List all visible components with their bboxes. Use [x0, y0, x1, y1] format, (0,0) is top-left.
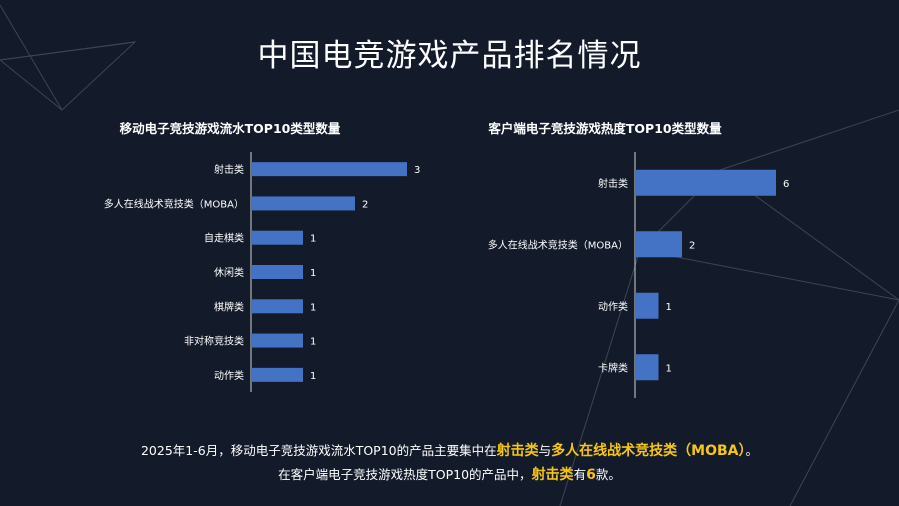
bar	[635, 292, 659, 319]
bar	[251, 367, 303, 382]
category-label: 卡牌类	[598, 361, 628, 374]
category-label: 射击类	[214, 163, 244, 176]
summary-text: 。	[745, 443, 759, 458]
value-label: 1	[666, 363, 672, 374]
summary-highlight: 射击类	[531, 467, 574, 483]
mobile-esports-chart-plot: 射击类 3 多人在线战术竞技类（MOBA） 2 自走棋类 1 休闲类 1 棋牌类 1 非对称竞技类 1…	[104, 152, 420, 392]
bar	[635, 169, 776, 196]
value-label: 1	[310, 371, 316, 382]
bar	[251, 265, 303, 279]
bar	[251, 230, 303, 245]
summary-text: 与	[538, 443, 552, 458]
category-label: 多人在线战术竞技类（MOBA）	[488, 238, 628, 251]
category-label: 棋牌类	[214, 300, 244, 313]
summary-highlight: 6	[586, 467, 596, 483]
bar	[635, 354, 659, 381]
summary-text: 款。	[595, 467, 621, 482]
summary-highlight: 多人在线战术竞技类（MOBA）	[551, 443, 746, 459]
summary-text: 2025年1-6月，移动电子竞技游戏流水TOP10的产品主要集中在	[140, 443, 497, 458]
summary-highlight: 射击类	[496, 443, 539, 459]
summary-line-2: 在客户端电子竞技游戏热度TOP10的产品中，射击类有6款。	[0, 464, 899, 484]
client-esports-chart-plot: 射击类 6 多人在线战术竞技类（MOBA） 2 动作类 1 卡牌类 1	[488, 152, 789, 398]
category-label: 自走棋类	[204, 232, 244, 245]
value-label: 1	[310, 268, 316, 279]
value-label: 6	[783, 179, 789, 190]
chart-title: 客户端电子竞技游戏热度TOP10类型数量	[488, 121, 722, 136]
bar	[251, 162, 407, 177]
category-label: 休闲类	[214, 266, 244, 279]
bar	[251, 299, 303, 314]
summary-line-1: 2025年1-6月，移动电子竞技游戏流水TOP10的产品主要集中在射击类与多人在…	[0, 440, 899, 460]
bar	[635, 231, 682, 258]
value-label: 1	[310, 302, 316, 313]
category-label: 非对称竞技类	[184, 335, 244, 348]
chart-title: 移动电子竞技游戏流水TOP10类型数量	[119, 121, 341, 136]
category-label: 动作类	[598, 300, 628, 313]
category-label: 射击类	[598, 177, 628, 190]
value-label: 2	[689, 240, 695, 251]
value-label: 1	[310, 337, 316, 348]
category-label: 多人在线战术竞技类（MOBA）	[104, 197, 244, 210]
summary-text: 在客户端电子竞技游戏热度TOP10的产品中，	[278, 467, 532, 482]
bar	[251, 333, 303, 348]
client-esports-chart: 客户端电子竞技游戏热度TOP10类型数量 射击类 6 多人在线战术竞技类（MOBA）…	[460, 118, 899, 403]
value-label: 2	[362, 199, 368, 210]
value-label: 1	[666, 302, 672, 313]
value-label: 1	[310, 234, 316, 245]
bar	[251, 196, 355, 211]
mobile-esports-chart: 移动电子竞技游戏流水TOP10类型数量 射击类 3 多人在线战术竞技类（MOBA） 2…	[0, 118, 460, 403]
value-label: 3	[414, 165, 420, 176]
summary-text: 有	[573, 467, 587, 482]
page-title: 中国电竞游戏产品排名情况	[257, 38, 642, 74]
category-label: 动作类	[214, 369, 244, 382]
